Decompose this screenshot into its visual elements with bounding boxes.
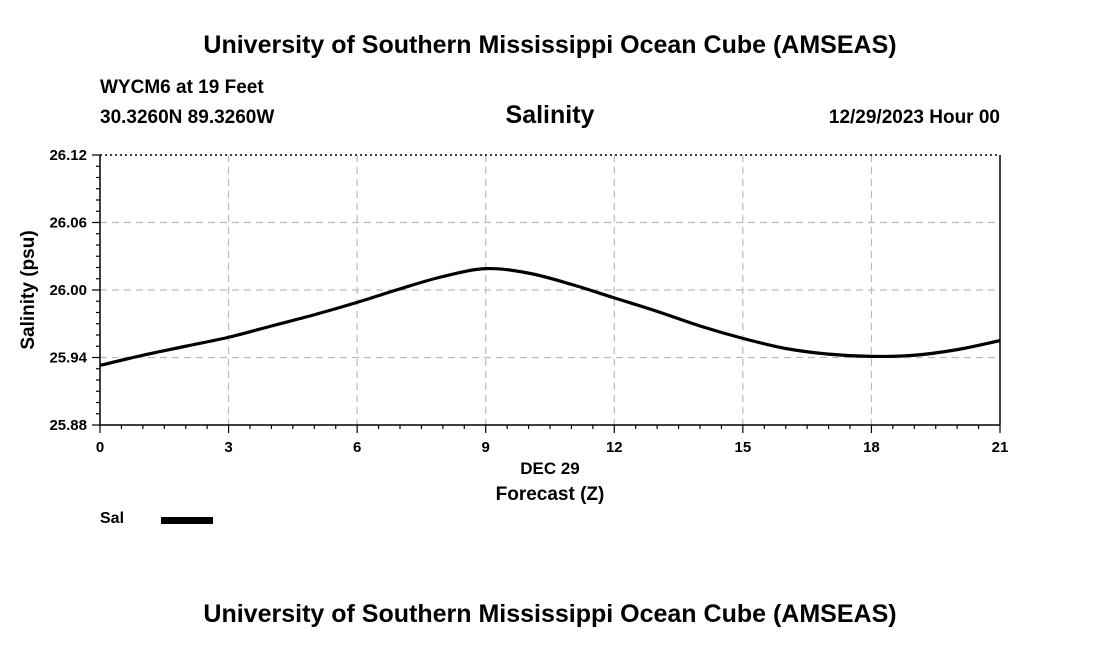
variable-title: Salinity xyxy=(505,101,595,129)
forecast-datetime: 12/29/2023 Hour 00 xyxy=(828,107,1000,128)
y-tick-label: 26.00 xyxy=(49,282,87,299)
y-axis-label: Salinity (psu) xyxy=(18,230,39,349)
x-tick-label: 21 xyxy=(992,439,1009,456)
x-tick-label: 18 xyxy=(863,439,880,456)
x-tick-label: 3 xyxy=(224,439,232,456)
chart-title-bottom: University of Southern Mississippi Ocean… xyxy=(203,600,897,628)
x-axis-label: Forecast (Z) xyxy=(496,484,605,505)
y-tick-label: 25.88 xyxy=(49,417,87,434)
chart-title-top: University of Southern Mississippi Ocean… xyxy=(203,31,897,59)
station-coordinates: 30.3260N 89.3260W xyxy=(100,107,275,128)
legend-label: Sal xyxy=(100,510,125,527)
x-tick-label: 0 xyxy=(96,439,104,456)
x-axis-sublabel: DEC 29 xyxy=(520,459,580,478)
y-tick-label: 25.94 xyxy=(49,350,87,367)
x-tick-label: 12 xyxy=(606,439,623,456)
legend-line-swatch xyxy=(161,517,213,524)
x-tick-label: 6 xyxy=(353,439,361,456)
x-tick-label: 15 xyxy=(735,439,752,456)
series-line-sal xyxy=(99,266,1001,367)
station-label: WYCM6 at 19 Feet xyxy=(100,77,264,98)
y-tick-label: 26.12 xyxy=(49,147,87,164)
y-tick-label: 26.06 xyxy=(49,215,87,232)
x-tick-label: 9 xyxy=(482,439,490,456)
